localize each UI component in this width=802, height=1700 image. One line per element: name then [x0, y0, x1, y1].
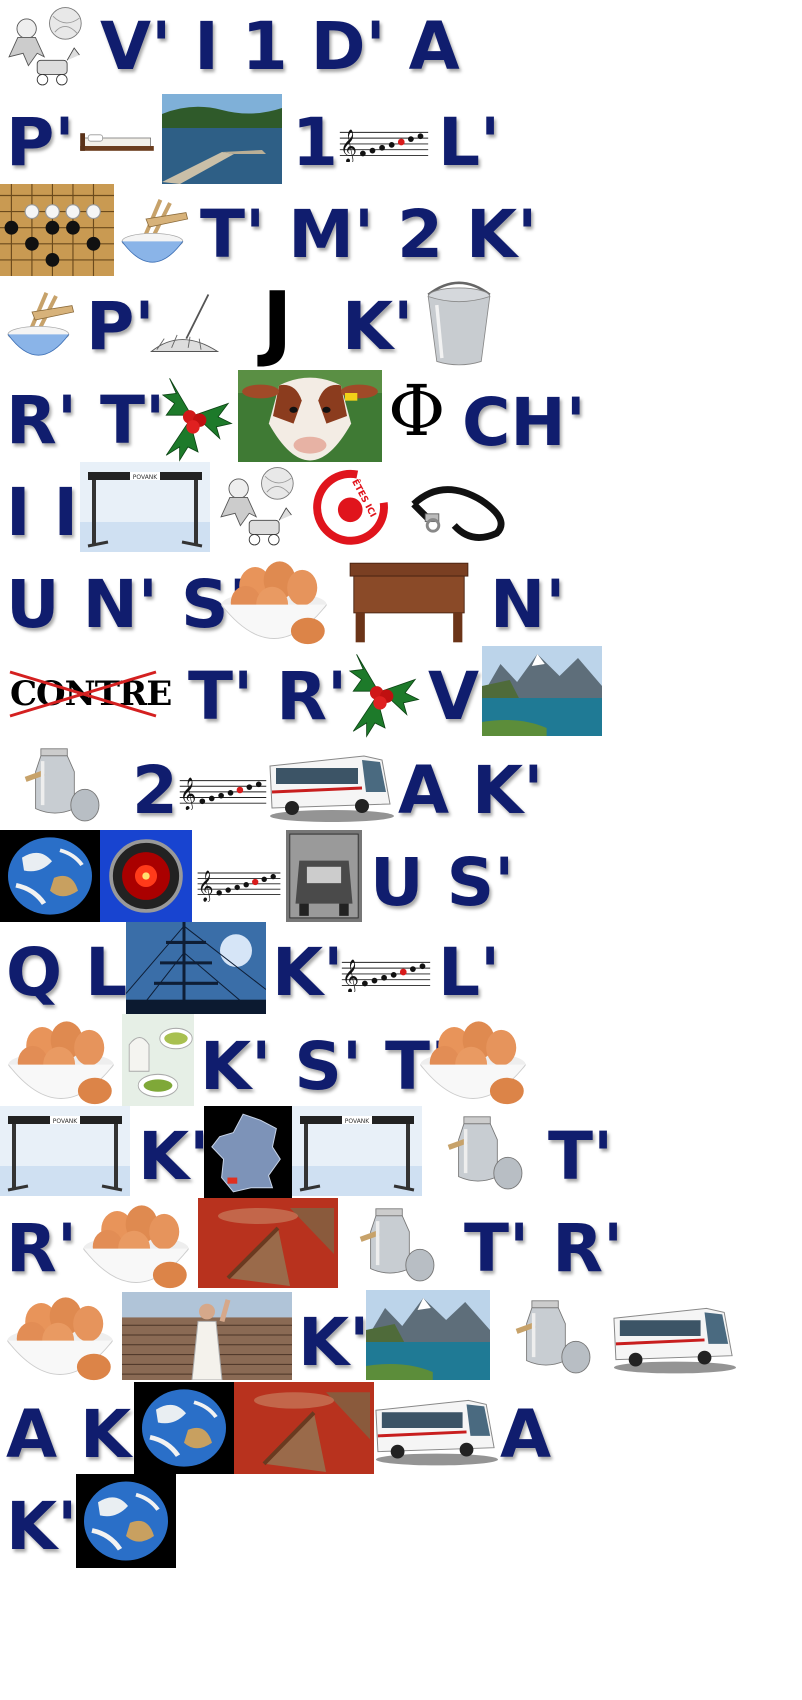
rebus-text: N' [490, 566, 566, 643]
milk-can-icon [14, 740, 110, 828]
musical-note-icon [338, 952, 434, 992]
toys-icon [212, 464, 304, 552]
rebus-row-16: A K' A [0, 1380, 802, 1480]
rebus-row-15: K' [0, 1288, 802, 1388]
rebus-row-10: U S' [0, 828, 802, 928]
rebus-row-1: V' I 1 D' A [0, 0, 802, 100]
rebus-text: 1 [292, 104, 338, 181]
eggs-icon [214, 552, 334, 646]
rebus-row-5: R' T' Φ CH' [0, 368, 802, 468]
eggs-icon [76, 1196, 196, 1290]
rebus-text: K' [272, 934, 344, 1011]
rebus-text: U S' [370, 844, 515, 921]
rebus-text: T' [548, 1118, 614, 1195]
mountain-lake-icon [366, 1290, 490, 1380]
rebus-text: U N' S' [6, 566, 249, 643]
toys-icon [0, 4, 92, 92]
rebus-text: K' [298, 1304, 370, 1381]
broom-icon [144, 282, 236, 364]
rebus-text: V' I 1 D' A [100, 8, 460, 85]
rebus-text: T' M' 2 K' [200, 196, 538, 273]
rebus-text: CH' [462, 384, 586, 461]
bus-icon [266, 742, 396, 826]
green-tea-icon [122, 1014, 194, 1106]
rebus-row-7: U N' S' N' [0, 552, 802, 652]
rebus-row-3: T' M' 2 K' [0, 184, 802, 284]
go-board-icon [0, 184, 114, 276]
rice-bowl-icon [114, 186, 194, 276]
holly-icon [338, 646, 422, 738]
hurdle-icon [292, 1106, 422, 1196]
rebus-text: Q L' [6, 934, 148, 1011]
musical-note-icon [176, 770, 270, 810]
rebus-text: P' [6, 104, 75, 181]
rebus-text: T' R' [464, 1210, 624, 1287]
rebus-text: K' [6, 1488, 78, 1565]
rebus-row-12: K' S' T' [0, 1012, 802, 1112]
wooden-bench-icon [338, 554, 480, 646]
milk-can-icon [352, 1200, 442, 1288]
earth-icon [134, 1382, 234, 1474]
rebus-row-14: R' T' R' [0, 1196, 802, 1296]
pie-icon [234, 1382, 374, 1474]
france-map-icon [204, 1106, 292, 1198]
holly-icon [150, 370, 236, 462]
rebus-text: V [428, 658, 480, 735]
rebus-text: L' [438, 104, 501, 181]
rebus-row-4: P' J K' [0, 276, 802, 376]
rebus-text: R' T' [6, 382, 166, 459]
cross-mark [9, 670, 157, 718]
hurdle-icon [80, 462, 210, 552]
rebus-row-11: Q L' K' L' [0, 920, 802, 1020]
milk-can-icon [508, 1292, 598, 1380]
crossed-word: CONTRE [6, 666, 172, 722]
red-eye-icon [100, 830, 192, 922]
leash-icon [404, 474, 520, 544]
hurdle-icon [0, 1106, 130, 1196]
rebus-row-6: I I ÊTES ICI [0, 460, 802, 560]
eggs-icon [412, 1012, 534, 1106]
musical-note-icon [194, 862, 284, 902]
ship-mast-icon [126, 922, 266, 1014]
rebus-text: A K' [398, 752, 544, 829]
eggs-icon [0, 1012, 122, 1106]
rebus-row-13: K' T' [0, 1104, 802, 1204]
mountain-lake-icon [482, 646, 602, 736]
musical-note-icon [336, 122, 432, 162]
earth-icon [0, 830, 100, 922]
rebus-text: R' [6, 1210, 78, 1287]
bus-icon [610, 1296, 738, 1376]
bus-icon [372, 1388, 500, 1468]
eggs-icon [0, 1288, 120, 1382]
rebus-text: T' R' [188, 658, 348, 735]
rebus-text: K' [138, 1118, 210, 1195]
rebus-text: A K' [6, 1396, 152, 1473]
rebus-text: Φ [388, 370, 446, 452]
rebus-text: 2 [132, 752, 178, 829]
rice-bowl-icon [0, 278, 80, 370]
lake-dock-icon [162, 94, 282, 184]
calf-icon [238, 370, 382, 462]
bucket-icon [414, 276, 504, 370]
rebus-text: J [262, 275, 293, 370]
rebus-row-8: CONTRE T' R' V [0, 644, 802, 744]
target-icon: ÊTES ICI [306, 464, 398, 552]
rebus-text: I I [6, 474, 79, 551]
rebus-text: K' [342, 288, 414, 365]
milk-can-icon [440, 1108, 530, 1196]
rebus-row-9: 2 A K' [0, 736, 802, 836]
rebus-row-2: P' 1 L' [0, 92, 802, 192]
rebus-text: K' S' T' [200, 1028, 451, 1105]
roman-army-icon [122, 1292, 292, 1380]
rebus-text: P' [86, 288, 155, 365]
bed-icon [76, 122, 158, 162]
rebus-text: L' [438, 934, 501, 1011]
rebus-row-17: K' [0, 1472, 802, 1572]
old-car-icon [286, 830, 362, 922]
pie-icon [198, 1198, 338, 1288]
earth-icon [76, 1474, 176, 1568]
rebus-text: A [500, 1396, 552, 1473]
